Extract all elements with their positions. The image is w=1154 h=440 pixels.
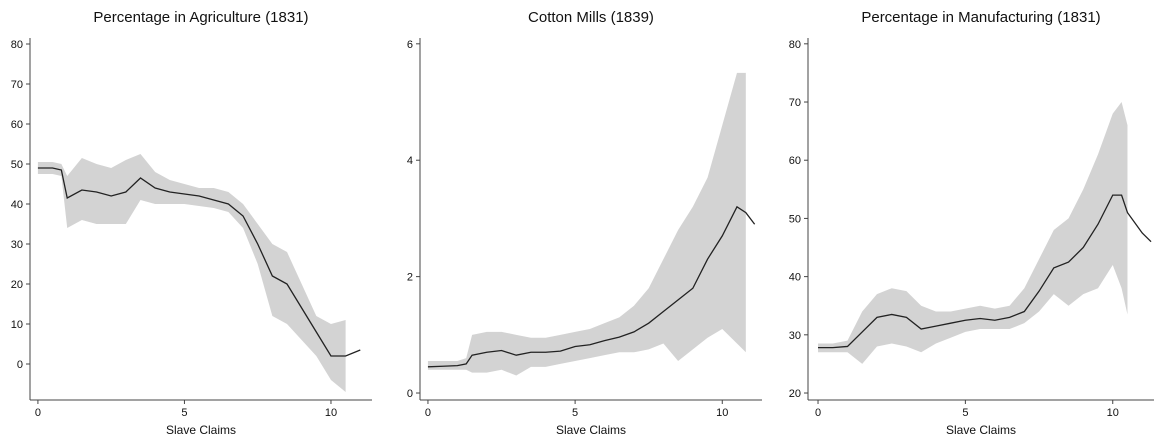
x-tick-label: 10 xyxy=(1107,407,1119,419)
chart-title: Cotton Mills (1839) xyxy=(528,9,654,26)
y-tick-label: 20 xyxy=(789,388,801,400)
x-tick-label: 10 xyxy=(325,407,337,419)
confidence-band xyxy=(427,72,746,376)
line xyxy=(427,205,756,368)
x-tick-label: 5 xyxy=(962,407,968,419)
y-tick-label: 70 xyxy=(11,79,23,91)
y-tick-label: 70 xyxy=(789,97,801,109)
y-tick-label: 30 xyxy=(11,239,23,251)
y-tick-label: 50 xyxy=(11,159,23,171)
y-tick-label: 10 xyxy=(11,319,23,331)
x-tick-label: 0 xyxy=(425,407,431,419)
confidence-band xyxy=(818,102,1128,364)
y-tick-label: 2 xyxy=(407,272,413,284)
chart-title: Percentage in Manufacturing (1831) xyxy=(861,9,1100,26)
chart-title: Percentage in Agriculture (1831) xyxy=(93,9,308,26)
x-axis-label: Slave Claims xyxy=(166,423,236,437)
y-tick-label: 6 xyxy=(407,39,413,51)
x-tick-label: 10 xyxy=(716,407,728,419)
line xyxy=(37,167,361,357)
x-tick-label: 5 xyxy=(181,407,187,419)
y-tick-label: 40 xyxy=(11,199,23,211)
x-tick-label: 0 xyxy=(35,407,41,419)
y-tick-label: 0 xyxy=(17,359,23,371)
x-tick-label: 0 xyxy=(815,407,821,419)
y-tick-label: 50 xyxy=(789,213,801,225)
line xyxy=(818,194,1152,349)
y-tick-label: 0 xyxy=(407,388,413,400)
confidence-band xyxy=(37,154,346,392)
x-tick-label: 5 xyxy=(572,407,578,419)
y-tick-label: 80 xyxy=(11,39,23,51)
x-axis-label: Slave Claims xyxy=(556,423,626,437)
y-tick-label: 4 xyxy=(407,155,413,167)
y-tick-label: 40 xyxy=(789,272,801,284)
y-tick-label: 80 xyxy=(789,39,801,51)
y-tick-label: 20 xyxy=(11,279,23,291)
y-tick-label: 60 xyxy=(11,119,23,131)
y-tick-label: 60 xyxy=(789,155,801,167)
x-axis-label: Slave Claims xyxy=(946,423,1016,437)
y-tick-label: 30 xyxy=(789,330,801,342)
